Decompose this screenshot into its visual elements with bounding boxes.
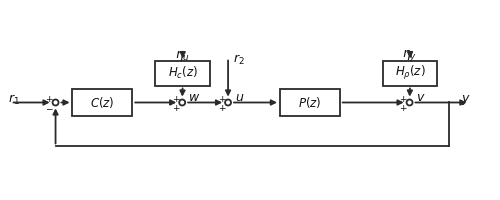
Text: +: + bbox=[46, 95, 53, 104]
Text: $\eta_y$: $\eta_y$ bbox=[402, 48, 417, 63]
Circle shape bbox=[179, 100, 185, 105]
Text: $P(z)$: $P(z)$ bbox=[298, 95, 322, 110]
Text: $w$: $w$ bbox=[188, 91, 200, 104]
Text: $C(z)$: $C(z)$ bbox=[90, 95, 114, 110]
Text: +: + bbox=[218, 95, 226, 104]
Text: $u$: $u$ bbox=[234, 91, 244, 104]
Text: −: − bbox=[46, 104, 53, 113]
Text: +: + bbox=[172, 104, 180, 113]
FancyBboxPatch shape bbox=[72, 89, 132, 116]
Text: +: + bbox=[400, 95, 407, 104]
Circle shape bbox=[225, 100, 231, 105]
Text: +: + bbox=[400, 104, 407, 113]
Text: $H_c(z)$: $H_c(z)$ bbox=[168, 65, 198, 81]
FancyBboxPatch shape bbox=[382, 61, 438, 86]
FancyBboxPatch shape bbox=[280, 89, 340, 116]
Text: $r_1$: $r_1$ bbox=[8, 93, 20, 107]
Circle shape bbox=[406, 100, 412, 105]
Text: $v$: $v$ bbox=[416, 91, 426, 104]
Text: $\eta_u$: $\eta_u$ bbox=[175, 49, 190, 63]
Text: +: + bbox=[218, 104, 226, 113]
FancyBboxPatch shape bbox=[156, 61, 210, 86]
Text: +: + bbox=[172, 95, 180, 104]
Circle shape bbox=[52, 100, 59, 105]
Text: $r_2$: $r_2$ bbox=[233, 53, 245, 67]
Text: $H_\rho(z)$: $H_\rho(z)$ bbox=[394, 64, 426, 82]
Text: $y$: $y$ bbox=[462, 93, 471, 107]
